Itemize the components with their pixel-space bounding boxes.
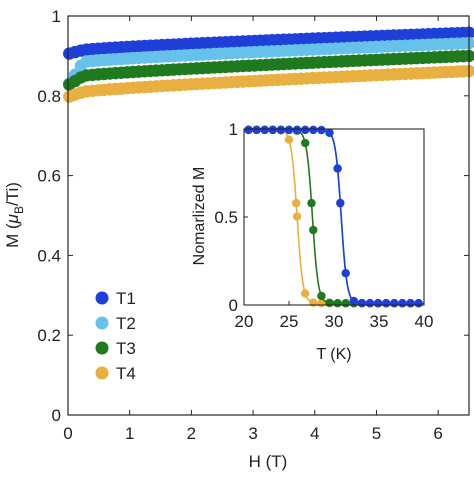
data-point: [292, 198, 301, 208]
main-x-tick-label: 0: [63, 424, 72, 443]
main-x-tick-label: 1: [125, 424, 134, 443]
ylabel-subscript: B: [12, 206, 26, 214]
main-x-tick-label: 6: [433, 424, 442, 443]
data-point: [357, 298, 367, 308]
data-point: [336, 198, 345, 208]
data-point: [317, 125, 326, 135]
inset-x-tick-labels: 20 25 30 35 40: [235, 312, 434, 331]
legend: T1 T2 T3 T4: [95, 289, 136, 383]
main-x-tick-labels: 0 1 2 3 4 5 6: [63, 424, 443, 443]
main-y-tick-label: 0.6: [37, 167, 61, 186]
data-point: [333, 299, 342, 308]
ylabel-mu: μ: [3, 213, 22, 224]
inset-background: [244, 129, 424, 305]
data-point: [301, 289, 310, 298]
data-point: [276, 125, 286, 135]
main-y-tick-label: 0.4: [37, 246, 61, 265]
inset-x-tick-label: 35: [370, 312, 389, 331]
data-point: [382, 299, 391, 308]
main-x-tick-label: 2: [187, 424, 196, 443]
legend-item-t2: T2: [95, 314, 136, 333]
main-x-tick-label: 4: [310, 424, 319, 443]
data-point: [365, 299, 375, 308]
main-y-tick-labels: 0 0.2 0.4 0.6 0.8 1: [37, 7, 61, 425]
main-series-t3: [63, 49, 474, 91]
ylabel-prefix: M (: [3, 223, 22, 248]
inset-axes-box: [243, 128, 425, 306]
legend-item-t1: T1: [95, 289, 136, 308]
main-y-tick-label: 0.2: [37, 326, 61, 345]
main-y-tick-label: 1: [52, 7, 61, 26]
ylabel-suffix: /Ti): [3, 182, 22, 206]
data-point: [325, 298, 334, 307]
main-series: [63, 26, 474, 103]
data-point: [317, 291, 326, 301]
inset-y-axis-label: Nomarlized M: [191, 167, 208, 266]
data-point: [341, 268, 350, 278]
legend-item-t3: T3: [95, 339, 136, 358]
legend-label: T4: [116, 364, 136, 383]
legend-marker: [95, 291, 109, 305]
legend-marker: [95, 316, 109, 330]
inset-x-tick-label: 40: [415, 312, 434, 331]
data-point: [414, 299, 423, 308]
data-point: [398, 299, 407, 308]
main-series-t4: [63, 64, 474, 103]
inset-series: [244, 125, 424, 308]
inset-x-axis-label: T (K): [316, 346, 351, 363]
data-point: [406, 299, 415, 308]
inset-y-tick-label: 0: [229, 296, 238, 315]
main-x-tick-label: 5: [372, 424, 381, 443]
main-x-tick-label: 3: [248, 424, 257, 443]
main-series-t1: [63, 26, 474, 60]
data-point: [307, 198, 316, 208]
main-y-axis-label: M (μB/Ti): [3, 182, 26, 248]
main-x-axis-label: H (T): [249, 452, 288, 471]
legend-marker: [95, 341, 109, 355]
data-point: [341, 299, 350, 308]
data-point: [309, 225, 318, 235]
data-point: [284, 125, 294, 135]
data-point: [333, 164, 342, 173]
inset-x-tick-label: 30: [325, 312, 344, 331]
legend-label: T1: [116, 289, 136, 308]
main-axes-box: [67, 15, 470, 416]
inset-y-tick-label: 1: [229, 120, 238, 139]
data-point: [309, 125, 318, 135]
legend-marker: [95, 366, 109, 380]
data-point: [301, 125, 310, 135]
inset-y-tick-labels: 00.51: [214, 120, 238, 315]
data-point: [390, 299, 399, 308]
inset-x-tick-label: 20: [235, 312, 254, 331]
data-point: [373, 299, 383, 308]
inset-y-tick-label: 0.5: [214, 208, 238, 227]
data-point: [325, 128, 334, 138]
legend-label: T3: [116, 339, 136, 358]
data-point: [349, 296, 358, 306]
data-point: [292, 212, 302, 221]
legend-label: T2: [116, 314, 136, 333]
data-point: [292, 125, 302, 135]
inset-x-tick-label: 25: [280, 312, 299, 331]
data-point: [268, 125, 277, 135]
data-point: [309, 298, 318, 307]
main-y-tick-label: 0.8: [37, 87, 61, 106]
data-point: [252, 125, 261, 135]
data-point: [284, 135, 294, 144]
data-point: [260, 125, 269, 135]
data-point: [244, 125, 253, 135]
data-point: [301, 138, 310, 148]
legend-item-t4: T4: [95, 364, 136, 383]
main-y-tick-label: 0: [52, 406, 61, 425]
